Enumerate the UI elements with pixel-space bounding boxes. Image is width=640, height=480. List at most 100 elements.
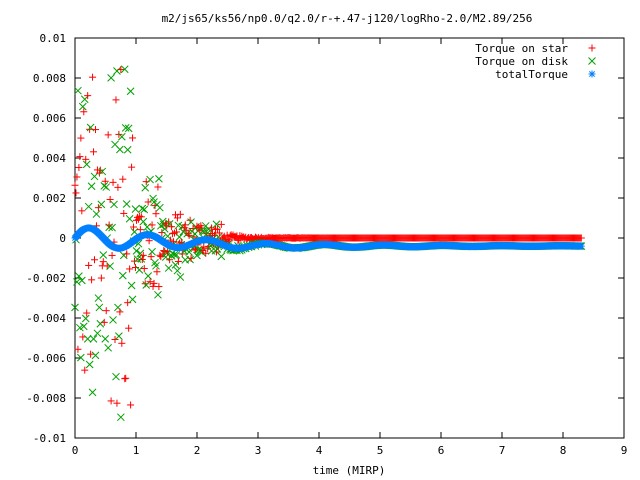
star-torque-point (89, 73, 97, 81)
disk-torque-point (128, 295, 137, 304)
disk-torque-point (95, 303, 104, 312)
star-torque-point (158, 229, 166, 237)
star-torque-point (111, 335, 119, 343)
disk-torque-point (170, 250, 179, 259)
star-torque-point (88, 276, 96, 284)
disk-torque-point (138, 204, 147, 213)
disk-torque-point (118, 271, 127, 280)
disk-torque-point (123, 145, 132, 154)
disk-torque-point (164, 264, 173, 272)
x-tick-label: 0 (72, 444, 79, 457)
star-torque-point (124, 299, 132, 307)
disk-torque-point (131, 205, 140, 213)
disk-torque-point (142, 281, 151, 289)
disk-torque-point (80, 95, 89, 104)
star-torque-point (131, 257, 139, 265)
star-torque-point (150, 279, 158, 287)
star-torque-point (215, 229, 223, 237)
x-axis-label: time (MIRP) (313, 464, 386, 477)
star-torque-point (128, 163, 136, 171)
disk-torque-point (126, 87, 135, 96)
disk-torque-point (85, 360, 94, 369)
disk-torque-point (171, 261, 180, 269)
star-torque-point (174, 257, 182, 265)
star-torque-point (77, 134, 85, 142)
star-torque-point (112, 96, 120, 104)
star-torque-point (91, 126, 99, 134)
disk-torque-point (78, 102, 87, 111)
star-torque-point (85, 261, 93, 269)
star-torque-point (131, 263, 139, 271)
star-torque-point (220, 232, 228, 240)
disk-torque-point (148, 247, 156, 256)
disk-torque-point (96, 319, 105, 328)
legend-marker-disk (588, 57, 596, 65)
star-torque-point (123, 250, 131, 258)
star-torque-point (154, 183, 162, 191)
star-torque-point (178, 250, 186, 258)
disk-torque-point (91, 351, 100, 360)
star-torque-point (185, 231, 193, 239)
star-torque-point (99, 258, 107, 266)
x-tick-label: 6 (438, 444, 445, 457)
star-torque-point (104, 131, 112, 139)
y-tick-label: 0.002 (33, 192, 66, 205)
disk-torque-point (176, 273, 185, 281)
disk-torque-point (81, 314, 90, 323)
disk-torque-point (121, 124, 130, 132)
star-torque-point (164, 248, 172, 256)
disk-torque-point (130, 228, 139, 236)
disk-torque-point (155, 174, 163, 183)
star-torque-point (125, 324, 133, 332)
star-torque-point (146, 278, 154, 286)
star-torque-point (126, 265, 134, 273)
chart-title: m2/js65/ks56/np0.0/q2.0/r-+.47-j120/logR… (162, 12, 533, 25)
star-torque-point (113, 399, 121, 407)
star-torque-point (109, 178, 117, 186)
star-torque-point (168, 223, 176, 231)
disk-torque-point (115, 332, 123, 340)
disk-torque-point (84, 202, 93, 211)
disk-torque-point (100, 182, 109, 190)
star-torque-point (71, 181, 79, 189)
star-torque-point (90, 148, 98, 156)
disk-torque-point (73, 278, 81, 286)
legend-label-disk: Torque on disk (475, 55, 568, 68)
disk-torque-point (89, 335, 98, 343)
star-torque-point (120, 209, 128, 217)
disk-torque-point (193, 251, 201, 260)
disk-torque-point (117, 132, 126, 141)
star-torque-point (84, 92, 92, 100)
star-torque-point (140, 265, 148, 273)
star-torque-point (119, 175, 127, 183)
disk-torque-point (217, 252, 226, 261)
disk-torque-point (74, 86, 82, 95)
disk-torque-point (116, 413, 125, 422)
x-tick-label: 8 (560, 444, 567, 457)
disk-torque-point (152, 261, 160, 270)
star-torque-point (107, 397, 115, 405)
star-torque-point (148, 221, 156, 229)
disk-torque-point (98, 167, 107, 176)
star-torque-point (81, 366, 89, 374)
y-tick-label: -0.006 (26, 352, 66, 365)
disk-torque-point (71, 303, 79, 312)
disk-torque-point (139, 217, 148, 226)
star-torque-point (181, 221, 189, 229)
legend: Torque on star Torque on disk totalTorqu… (475, 42, 596, 81)
legend-marker-star (588, 44, 596, 52)
disk-torque-point (154, 290, 162, 299)
x-tick-label: 3 (255, 444, 262, 457)
star-torque-point (118, 339, 126, 347)
star-torque-point (97, 274, 105, 282)
star-torque-point (200, 243, 208, 251)
legend-markers (588, 44, 596, 78)
star-torque-point (102, 307, 110, 315)
star-torque-point (129, 134, 137, 142)
disk-torque-point (97, 200, 106, 209)
disk-torque-point (172, 251, 181, 259)
y-tick-label: -0.002 (26, 272, 66, 285)
disk-torque-point (146, 175, 154, 184)
disk-torque-point (79, 322, 88, 331)
